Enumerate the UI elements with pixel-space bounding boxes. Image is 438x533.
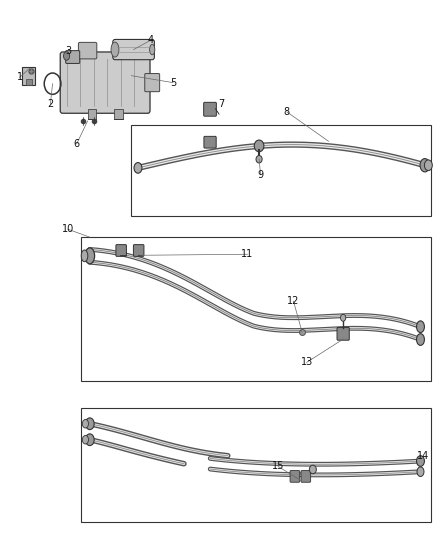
Text: 14: 14 bbox=[417, 451, 429, 461]
Text: 8: 8 bbox=[284, 107, 290, 117]
Ellipse shape bbox=[111, 42, 119, 57]
Text: 2: 2 bbox=[47, 99, 53, 109]
Bar bbox=[88, 109, 96, 119]
FancyBboxPatch shape bbox=[60, 52, 150, 114]
Ellipse shape bbox=[417, 467, 424, 477]
Ellipse shape bbox=[82, 419, 88, 428]
FancyBboxPatch shape bbox=[116, 245, 127, 256]
Text: 1: 1 bbox=[17, 72, 23, 82]
FancyBboxPatch shape bbox=[290, 471, 300, 482]
Ellipse shape bbox=[149, 44, 155, 55]
Bar bbox=[114, 109, 123, 119]
FancyBboxPatch shape bbox=[113, 43, 132, 59]
FancyBboxPatch shape bbox=[204, 102, 216, 116]
Ellipse shape bbox=[85, 418, 94, 430]
Text: 5: 5 bbox=[170, 78, 176, 87]
Ellipse shape bbox=[256, 156, 262, 163]
Text: 11: 11 bbox=[241, 249, 254, 259]
Bar bbox=[131, 125, 431, 216]
Text: 7: 7 bbox=[218, 99, 224, 109]
Text: 10: 10 bbox=[62, 224, 74, 234]
Ellipse shape bbox=[134, 163, 142, 173]
Ellipse shape bbox=[340, 314, 346, 321]
FancyBboxPatch shape bbox=[22, 67, 35, 85]
FancyBboxPatch shape bbox=[134, 245, 144, 256]
Ellipse shape bbox=[85, 434, 94, 446]
Text: 9: 9 bbox=[258, 170, 264, 180]
Ellipse shape bbox=[309, 465, 316, 474]
Ellipse shape bbox=[424, 160, 432, 171]
Ellipse shape bbox=[85, 248, 95, 264]
FancyBboxPatch shape bbox=[204, 136, 216, 148]
Ellipse shape bbox=[417, 456, 424, 466]
Text: 13: 13 bbox=[300, 358, 313, 367]
Ellipse shape bbox=[254, 140, 264, 152]
FancyBboxPatch shape bbox=[113, 39, 154, 60]
Bar bbox=[81, 237, 431, 381]
Ellipse shape bbox=[420, 159, 430, 172]
Text: 3: 3 bbox=[65, 46, 71, 55]
Text: 6: 6 bbox=[74, 139, 80, 149]
Text: 15: 15 bbox=[272, 462, 284, 471]
Text: 4: 4 bbox=[148, 35, 154, 45]
Ellipse shape bbox=[417, 321, 424, 333]
FancyBboxPatch shape bbox=[78, 43, 97, 59]
Ellipse shape bbox=[417, 334, 424, 345]
Ellipse shape bbox=[81, 250, 88, 262]
Ellipse shape bbox=[64, 52, 70, 60]
FancyBboxPatch shape bbox=[145, 74, 159, 92]
FancyBboxPatch shape bbox=[301, 471, 311, 482]
Ellipse shape bbox=[82, 435, 88, 444]
Text: 12: 12 bbox=[287, 296, 300, 306]
FancyBboxPatch shape bbox=[66, 51, 80, 63]
FancyBboxPatch shape bbox=[337, 327, 349, 340]
Bar bbox=[81, 408, 431, 522]
FancyBboxPatch shape bbox=[26, 79, 32, 85]
